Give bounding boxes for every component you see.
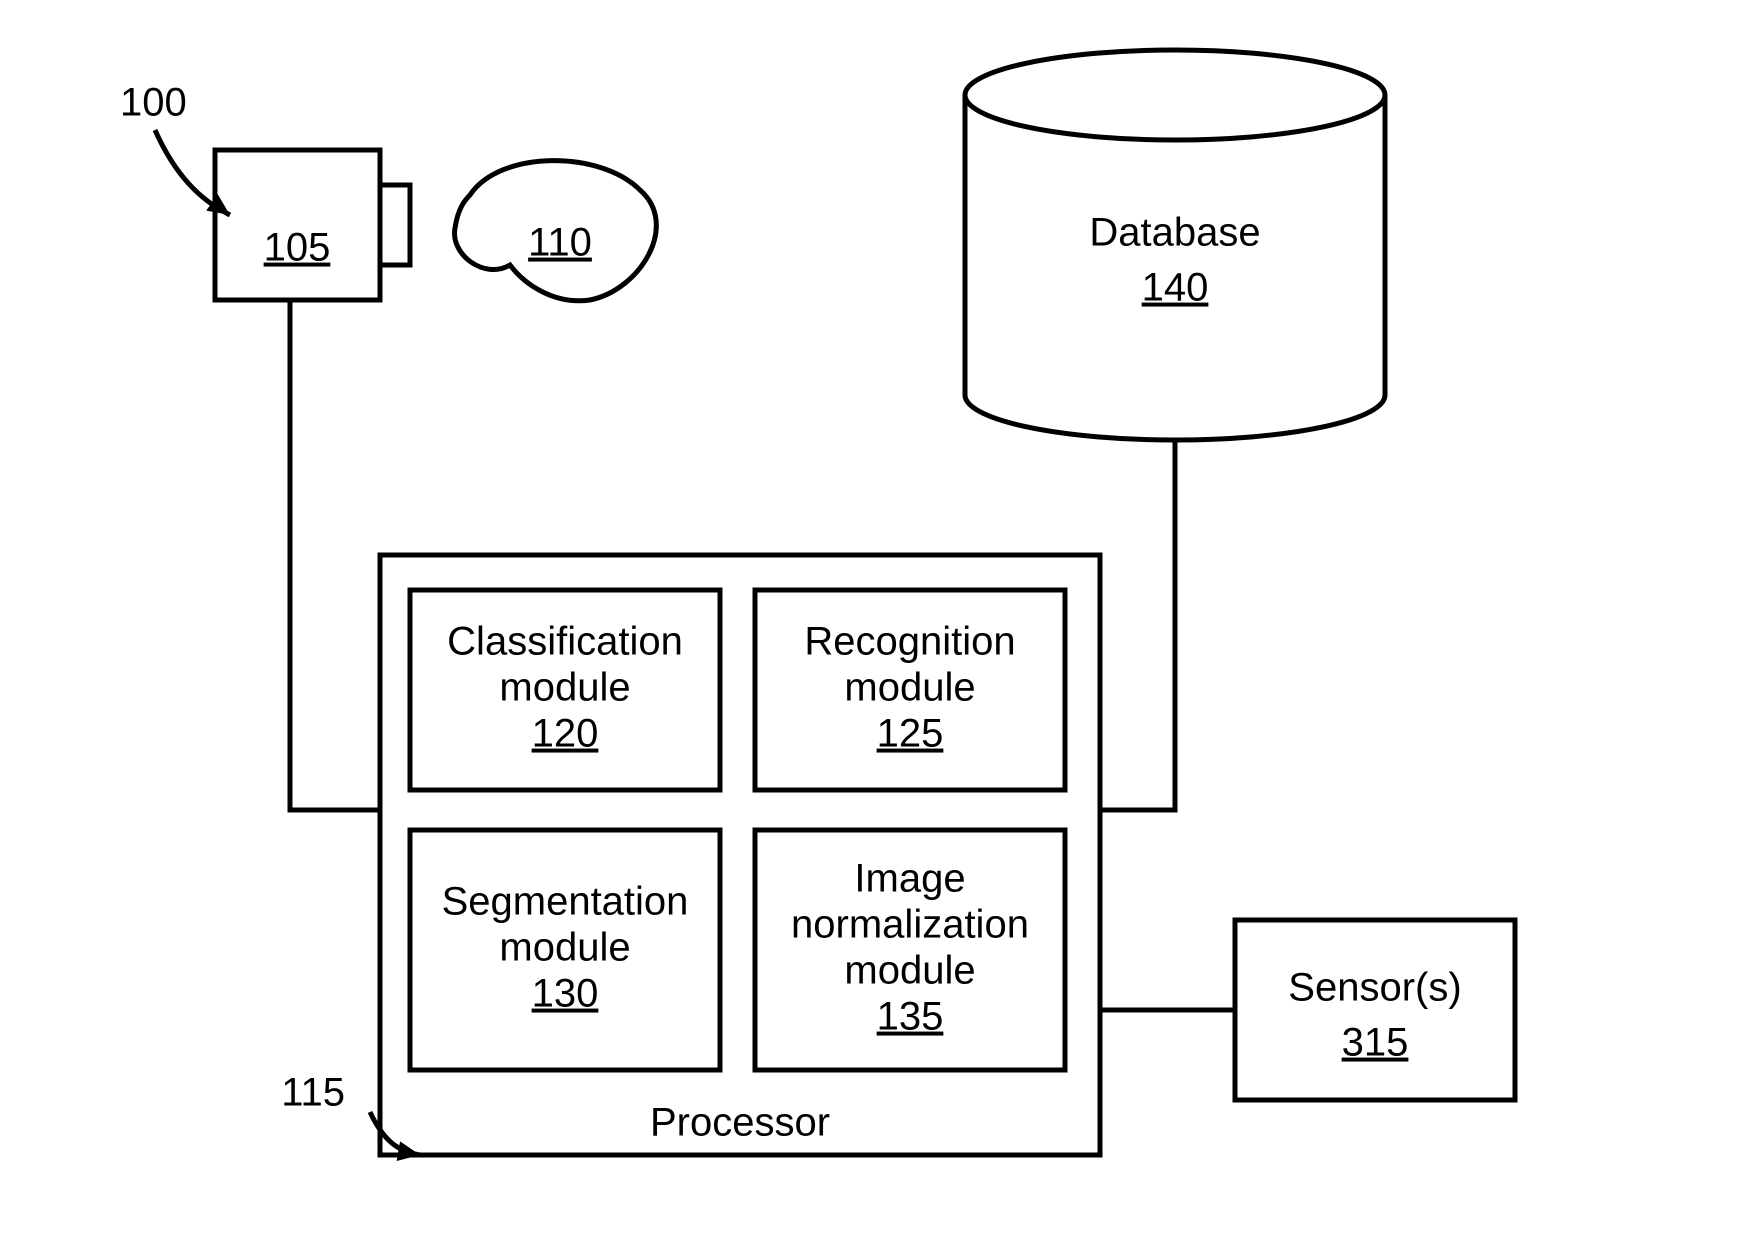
database-top xyxy=(965,50,1385,140)
module-normalization-line1: Image xyxy=(854,857,965,901)
processor-ref-label: 115 xyxy=(281,1071,345,1115)
module-classification-line2: module xyxy=(499,666,630,710)
module-segmentation-line1: Segmentation xyxy=(442,880,689,924)
module-recognition-line2: module xyxy=(844,666,975,710)
module-segmentation-line2: module xyxy=(499,926,630,970)
camera-lens xyxy=(380,185,410,265)
blob-ref: 110 xyxy=(528,221,592,265)
module-normalization-ref: 135 xyxy=(877,995,944,1039)
database-title: Database xyxy=(1089,211,1260,255)
module-normalization-line3: module xyxy=(844,949,975,993)
conn-camera-processor xyxy=(290,300,380,810)
processor-ref-arrowhead xyxy=(397,1141,420,1161)
module-recognition-ref: 125 xyxy=(877,712,944,756)
module-segmentation-ref: 130 xyxy=(532,972,599,1016)
module-recognition-line1: Recognition xyxy=(804,620,1015,664)
sensors-box xyxy=(1235,920,1515,1100)
module-classification-ref: 120 xyxy=(532,712,599,756)
processor-title: Processor xyxy=(650,1101,830,1145)
camera-ref: 105 xyxy=(264,226,331,270)
database-bottom xyxy=(965,395,1385,440)
sensors-label: Sensor(s) xyxy=(1288,966,1461,1010)
ref-100-label: 100 xyxy=(120,81,187,125)
module-normalization-line2: normalization xyxy=(791,903,1029,947)
conn-db-processor xyxy=(1100,440,1175,810)
database-ref: 140 xyxy=(1142,266,1209,310)
sensors-ref: 315 xyxy=(1342,1021,1409,1065)
module-classification-line1: Classification xyxy=(447,620,683,664)
